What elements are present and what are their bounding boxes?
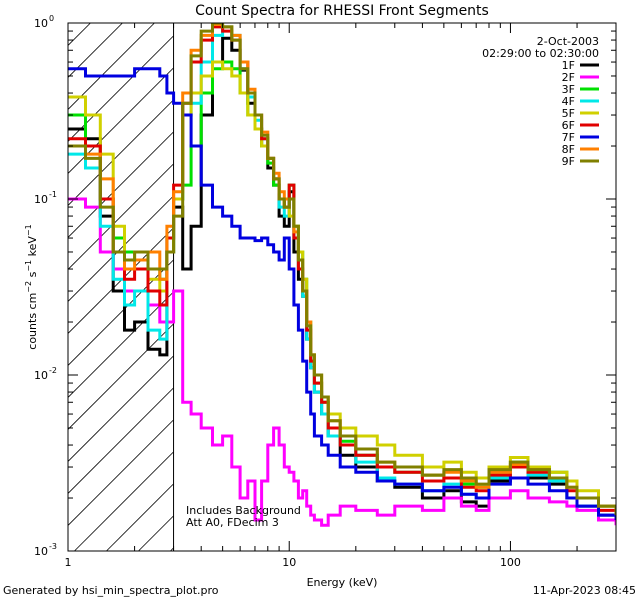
x-tick-label: 1: [65, 556, 72, 569]
hatch-line: [67, 323, 174, 430]
footer-generated-by: Generated by hsi_min_spectra_plot.pro: [3, 584, 219, 597]
y-tick-exponent: -1: [49, 190, 57, 199]
legend-label-7F: 7F: [562, 131, 575, 144]
date-label: 2-Oct-2003: [537, 35, 599, 48]
hatch-line: [67, 163, 174, 270]
hatch-line: [67, 22, 155, 110]
hatch-line: [74, 451, 174, 552]
hatch-line: [67, 99, 174, 206]
legend-label-3F: 3F: [562, 83, 575, 96]
y-tick-exponent: 0: [49, 14, 54, 23]
hatch-line: [67, 387, 174, 494]
time-range-label: 02:29:00 to 02:30:00: [482, 47, 599, 60]
hatch-line: [67, 291, 174, 398]
y-tick-label: 10: [34, 369, 48, 382]
y-axis-label: counts cm−2 s−1 keV−1: [24, 224, 39, 349]
annotation-attenuator: Att A0, FDecim 3: [186, 516, 279, 529]
legend-label-5F: 5F: [562, 107, 575, 120]
hatch-line: [67, 195, 174, 302]
series-9F-line: [68, 23, 616, 516]
hatch-line: [67, 22, 91, 46]
hatch-line: [170, 547, 174, 552]
footer-date: 11-Apr-2023 08:45: [533, 584, 636, 597]
y-tick-label: 10: [34, 17, 48, 30]
legend-label-1F: 1F: [562, 59, 575, 72]
y-tick-exponent: -2: [49, 366, 57, 375]
hatch-line: [106, 483, 174, 552]
legend-label-8F: 8F: [562, 143, 575, 156]
legend-label-2F: 2F: [562, 71, 575, 84]
svg-text:counts cm−2 s−1 keV−1: counts cm−2 s−1 keV−1: [24, 224, 39, 349]
plot-frame: [67, 22, 617, 552]
hatch-line: [67, 355, 174, 462]
x-tick-label: 100: [500, 556, 521, 569]
series-layer: [68, 23, 616, 527]
x-tick-label: 10: [282, 556, 296, 569]
hatch-line: [67, 259, 174, 366]
chart-title: Count Spectra for RHESSI Front Segments: [195, 3, 489, 19]
hatch-line: [67, 131, 174, 238]
x-axis: 1 10 100: [65, 23, 617, 569]
annotation-background: Includes Background: [186, 504, 301, 517]
y-tick-label: 10: [34, 545, 48, 558]
x-axis-label: Energy (keV): [307, 576, 378, 589]
legend-label-4F: 4F: [562, 95, 575, 108]
legend-label-9F: 9F: [562, 155, 575, 168]
hatch-line: [138, 515, 174, 552]
legend-label-6F: 6F: [562, 119, 575, 132]
y-tick-exponent: -3: [49, 542, 57, 551]
series-2F-line: [68, 197, 616, 527]
hatch-line: [67, 419, 174, 526]
y-tick-label: 10: [34, 193, 48, 206]
